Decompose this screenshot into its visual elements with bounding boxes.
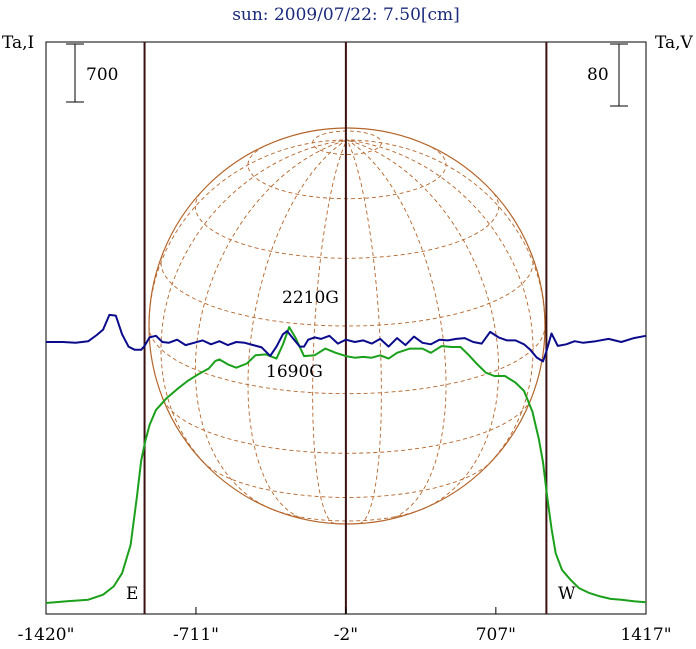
longitude-line <box>312 139 348 525</box>
longitude-line <box>346 139 382 525</box>
latitude-line <box>148 325 546 395</box>
x-tick-label: -2" <box>334 625 358 645</box>
longitude-line <box>148 139 348 327</box>
y-right-label: Ta,V <box>655 33 694 53</box>
x-tick-label: 1417" <box>620 625 671 645</box>
latitude-line <box>247 143 447 200</box>
latitude-line <box>273 509 421 522</box>
x-tick-label: -711" <box>173 625 219 645</box>
solar-limb <box>148 127 546 525</box>
vertical-markers <box>143 42 548 614</box>
latitude-line <box>160 255 534 327</box>
field-annotation-1690g: 1690G <box>266 362 323 382</box>
longitude-line <box>346 139 534 469</box>
longitude-line <box>346 139 447 521</box>
y-left-label: Ta,I <box>2 33 34 53</box>
scale-bar-right: 80 <box>587 43 628 107</box>
scale-bar-left-label: 700 <box>86 65 118 85</box>
scale-bar-right-label: 80 <box>587 65 609 85</box>
x-axis-ticks: -1420" -711" -2" 707" 1417" <box>18 607 672 645</box>
latitude-line <box>162 399 532 454</box>
x-tick-label: -1420" <box>18 625 75 645</box>
longitude-line <box>346 139 546 327</box>
solar-disk-grid <box>148 127 546 525</box>
latitude-line <box>194 192 500 259</box>
longitude-line <box>194 139 348 510</box>
longitude-line <box>346 139 500 510</box>
series-line-ta-v <box>46 313 647 363</box>
latitude-line <box>312 130 382 155</box>
series-layer <box>45 313 647 604</box>
longitude-line <box>160 139 348 469</box>
latitude-line <box>202 461 492 498</box>
longitude-line <box>247 139 348 521</box>
scale-bar-left: 700 <box>66 43 118 103</box>
series-line-ta-i <box>45 326 647 604</box>
west-limb-label: W <box>558 584 576 604</box>
x-tick-label: 707" <box>476 625 516 645</box>
east-limb-label: E <box>126 584 138 604</box>
field-annotation-2210g: 2210G <box>282 288 339 308</box>
chart-title: sun: 2009/07/22: 7.50[cm] <box>232 5 460 25</box>
